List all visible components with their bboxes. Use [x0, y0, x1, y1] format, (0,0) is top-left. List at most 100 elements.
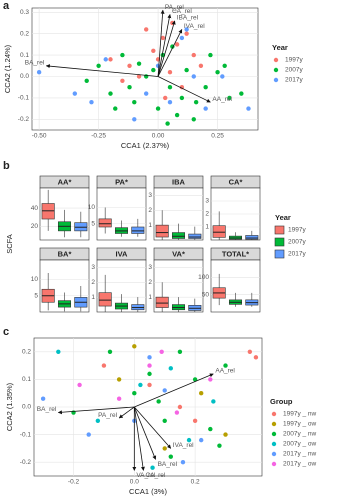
point — [208, 426, 213, 432]
vector-arrow — [118, 406, 135, 419]
y-tick-label: 1 — [91, 294, 95, 301]
box — [188, 233, 202, 239]
point — [193, 99, 199, 105]
point — [198, 63, 204, 68]
point — [167, 99, 173, 105]
point — [162, 388, 167, 393]
legend-label: 2007y — [288, 239, 306, 246]
point — [174, 112, 180, 118]
panel-label: b — [3, 160, 10, 172]
point — [168, 454, 173, 459]
point — [179, 95, 185, 101]
y-tick-label: 0.0 — [20, 73, 29, 80]
point — [103, 57, 108, 62]
point — [143, 91, 149, 96]
box — [171, 232, 186, 239]
y-tick-label: 3 — [148, 192, 152, 199]
point — [155, 106, 161, 111]
x-tick-label: 0.2 — [191, 479, 200, 486]
y-tick-label: 0.1 — [22, 376, 31, 383]
point — [95, 418, 101, 423]
point — [151, 48, 156, 54]
point — [174, 410, 180, 415]
legend-title: Year — [275, 213, 291, 222]
panel-label: c — [3, 326, 9, 338]
point — [179, 35, 185, 41]
y-tick-label: 0.2 — [22, 349, 31, 356]
point — [246, 106, 251, 111]
panel-label: a — [3, 0, 10, 12]
vector-arrow — [57, 406, 135, 415]
point — [208, 52, 213, 58]
point — [184, 67, 189, 73]
point — [227, 95, 232, 101]
point — [191, 74, 196, 79]
point — [113, 106, 118, 111]
legend-key — [271, 441, 277, 447]
legend-key — [271, 451, 277, 457]
legend-key — [271, 461, 277, 467]
point — [199, 437, 204, 443]
box — [155, 296, 169, 308]
y-tick-label: 1 — [148, 222, 152, 229]
y-tick-label: 1 — [148, 294, 152, 301]
y-tick-label: 0.0 — [22, 404, 31, 411]
point — [101, 363, 107, 368]
legend-title: Year — [272, 43, 288, 52]
legend-key — [274, 249, 285, 259]
point — [203, 106, 208, 111]
y-tick-label: 20 — [31, 223, 39, 230]
facet-title: TOTAL* — [222, 249, 249, 258]
y-tick-label: 5 — [91, 220, 95, 227]
y-tick-label: 40 — [31, 205, 39, 212]
x-axis-title: CCA1 (3%) — [129, 487, 167, 496]
y-tick-label: 10 — [88, 204, 96, 211]
point — [184, 31, 189, 36]
vector-arrow — [157, 20, 176, 77]
point — [160, 35, 166, 41]
point — [132, 391, 137, 396]
point — [116, 377, 122, 382]
point — [36, 70, 42, 75]
point — [192, 377, 198, 382]
vector-arrow — [157, 9, 165, 77]
legend-key — [271, 421, 277, 427]
point — [151, 67, 156, 73]
point — [72, 91, 78, 96]
vector-label: PA_rel — [98, 412, 118, 419]
legend-label: 1997y — [288, 227, 306, 234]
y-tick-label: 50 — [202, 291, 210, 298]
legend-key — [274, 225, 285, 235]
box — [98, 218, 112, 228]
point — [177, 404, 183, 410]
point — [208, 377, 213, 382]
vector-label: PA_rel — [165, 4, 185, 11]
x-tick-label: 0.25 — [211, 133, 224, 140]
legend-key — [273, 77, 279, 83]
point — [56, 349, 61, 354]
point — [138, 382, 143, 388]
point — [120, 78, 125, 83]
point — [89, 99, 94, 105]
y-tick-label: 3 — [205, 198, 209, 205]
point — [132, 344, 137, 349]
y-tick-label: 100 — [198, 274, 209, 281]
point — [220, 74, 225, 79]
point — [156, 399, 161, 404]
point — [132, 117, 137, 122]
point — [147, 371, 152, 377]
vector-arrow — [133, 406, 145, 471]
y-tick-label: 2 — [91, 279, 95, 286]
point — [108, 91, 113, 96]
facet-title: AA* — [58, 177, 72, 186]
y-tick-label: 0.1 — [20, 52, 29, 59]
point — [150, 465, 155, 470]
y-tick-label: -0.1 — [18, 95, 30, 102]
facet-title: CA* — [229, 177, 243, 186]
point — [136, 74, 142, 79]
y-axis-title: CCA2 (1.35%) — [5, 382, 14, 431]
point — [84, 78, 89, 83]
point — [184, 27, 189, 32]
point — [192, 418, 198, 423]
